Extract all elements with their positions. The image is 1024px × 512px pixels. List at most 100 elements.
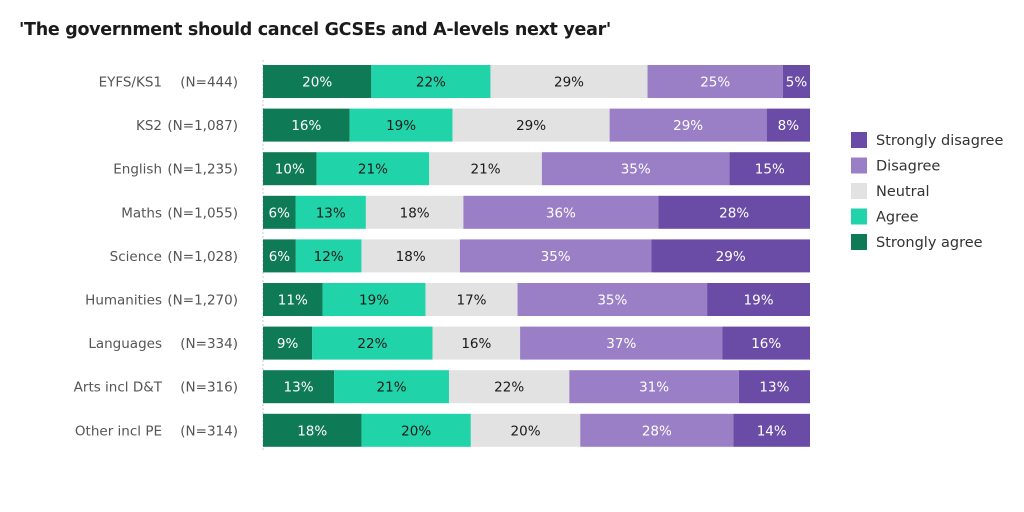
bar-segment-strongly-agree: [263, 152, 317, 186]
data-label: 13%: [316, 205, 346, 221]
bar-segment-strongly-disagree: [658, 195, 810, 229]
bar-segment-disagree: [463, 195, 659, 229]
bar-segment-disagree: [609, 108, 767, 142]
category-n-label: (N=1,028): [167, 249, 238, 265]
bar-segment-disagree: [520, 326, 723, 360]
data-label: 19%: [744, 293, 774, 309]
category-label: EYFS/KS1: [99, 75, 162, 91]
data-label: 19%: [386, 118, 416, 134]
bar-segment-agree: [312, 326, 433, 360]
data-label: 21%: [377, 380, 407, 396]
category-n-label: (N=1,235): [167, 162, 238, 178]
bar-segment-strongly-agree: [263, 413, 362, 447]
data-label: 6%: [269, 205, 291, 221]
category-label: Arts incl D&T: [74, 380, 163, 396]
data-label: 20%: [401, 423, 431, 439]
data-label: 8%: [778, 118, 800, 134]
legend-label: Disagree: [876, 159, 940, 175]
bar-segment-agree: [361, 413, 471, 447]
bar-segment-neutral: [432, 326, 521, 360]
data-label: 9%: [277, 336, 299, 352]
bar-segment-disagree: [459, 239, 652, 273]
data-label: 25%: [700, 75, 730, 91]
data-label: 14%: [757, 423, 787, 439]
bar-segment-strongly-agree: [263, 239, 296, 273]
data-label: 16%: [751, 336, 781, 352]
data-label: 29%: [516, 118, 546, 134]
bar-segment-neutral: [365, 195, 464, 229]
data-label: 35%: [621, 162, 651, 178]
data-label: 21%: [471, 162, 501, 178]
bar-segment-disagree: [569, 370, 739, 404]
category-n-label: (N=1,270): [167, 293, 238, 309]
legend-label: Strongly disagree: [876, 133, 1003, 149]
bar-segment-neutral: [361, 239, 460, 273]
category-label: Other incl PE: [75, 423, 162, 439]
bar-segment-neutral: [490, 65, 648, 98]
category-label: English: [113, 162, 162, 178]
category-n-label: (N=1,055): [167, 205, 238, 221]
data-label: 13%: [759, 380, 789, 396]
data-label: 16%: [291, 118, 321, 134]
data-label: 31%: [639, 380, 669, 396]
category-label: Science: [110, 249, 162, 265]
legend-swatch: [851, 183, 867, 199]
bar-segment-agree: [295, 195, 366, 229]
data-label: 17%: [457, 293, 487, 309]
bar-segment-strongly-disagree: [782, 65, 810, 98]
legend-swatch: [851, 234, 867, 250]
data-label: 22%: [494, 380, 524, 396]
legend-label: Neutral: [876, 184, 930, 200]
data-label: 35%: [597, 293, 627, 309]
bar-segment-disagree: [580, 413, 734, 447]
bar-segment-disagree: [517, 283, 708, 316]
category-labels-group: EYFS/KS1 (N=444) KS2 (N=1,087) English (N=1,2…: [74, 75, 238, 440]
bar-segment-neutral: [425, 283, 518, 316]
legend: Strongly disagree Disagree Neutral Agree Str…: [851, 132, 1003, 251]
legend-label: Agree: [876, 210, 919, 226]
bar-segment-strongly-agree: [263, 283, 323, 316]
data-label: 29%: [673, 118, 703, 134]
bar-segment-strongly-disagree: [733, 413, 810, 447]
category-n-label: (N=1,087): [167, 118, 238, 134]
bar-segment-strongly-agree: [263, 326, 313, 360]
bar-segment-strongly-agree: [263, 65, 372, 98]
data-label: 37%: [606, 336, 636, 352]
bar-segment-strongly-agree: [263, 370, 335, 404]
data-label: 16%: [461, 336, 491, 352]
bar-segment-agree: [322, 283, 426, 316]
bar-segment-strongly-disagree: [766, 108, 810, 142]
data-label: 11%: [278, 293, 308, 309]
data-label: 15%: [755, 162, 785, 178]
legend-swatch: [851, 208, 867, 225]
bar-segment-strongly-disagree: [729, 152, 810, 186]
data-label: 20%: [511, 423, 541, 439]
data-label: 13%: [284, 380, 314, 396]
bar-segment-neutral: [429, 152, 542, 186]
legend-label: Strongly agree: [876, 235, 983, 251]
data-label: 21%: [358, 162, 388, 178]
bar-segment-strongly-agree: [263, 108, 350, 142]
bar-segment-strongly-disagree: [707, 283, 810, 316]
data-label: 18%: [297, 423, 327, 439]
data-label: 22%: [357, 336, 387, 352]
data-label: 10%: [275, 162, 305, 178]
bar-segment-agree: [295, 239, 362, 273]
bar-segment-neutral: [470, 413, 581, 447]
bar-segment-agree: [334, 370, 449, 404]
bar-segment-strongly-agree: [263, 195, 296, 229]
bar-segment-disagree: [647, 65, 783, 98]
data-label: 28%: [719, 205, 749, 221]
data-label: 35%: [541, 249, 571, 265]
category-label: Maths: [121, 205, 162, 221]
data-label: 12%: [314, 249, 344, 265]
legend-swatch: [851, 132, 867, 148]
legend-swatch: [851, 157, 867, 174]
data-label: 22%: [416, 75, 446, 91]
data-label: 6%: [269, 249, 291, 265]
bar-segment-agree: [371, 65, 491, 98]
bar-segment-strongly-disagree: [722, 326, 810, 360]
data-label: 28%: [642, 423, 672, 439]
bars-group: 20% 22% 29% 25% 5% 16% 19% 29% 29% 8% 10% 21% 21% 35%…: [263, 65, 810, 447]
data-label: 5%: [786, 75, 808, 91]
